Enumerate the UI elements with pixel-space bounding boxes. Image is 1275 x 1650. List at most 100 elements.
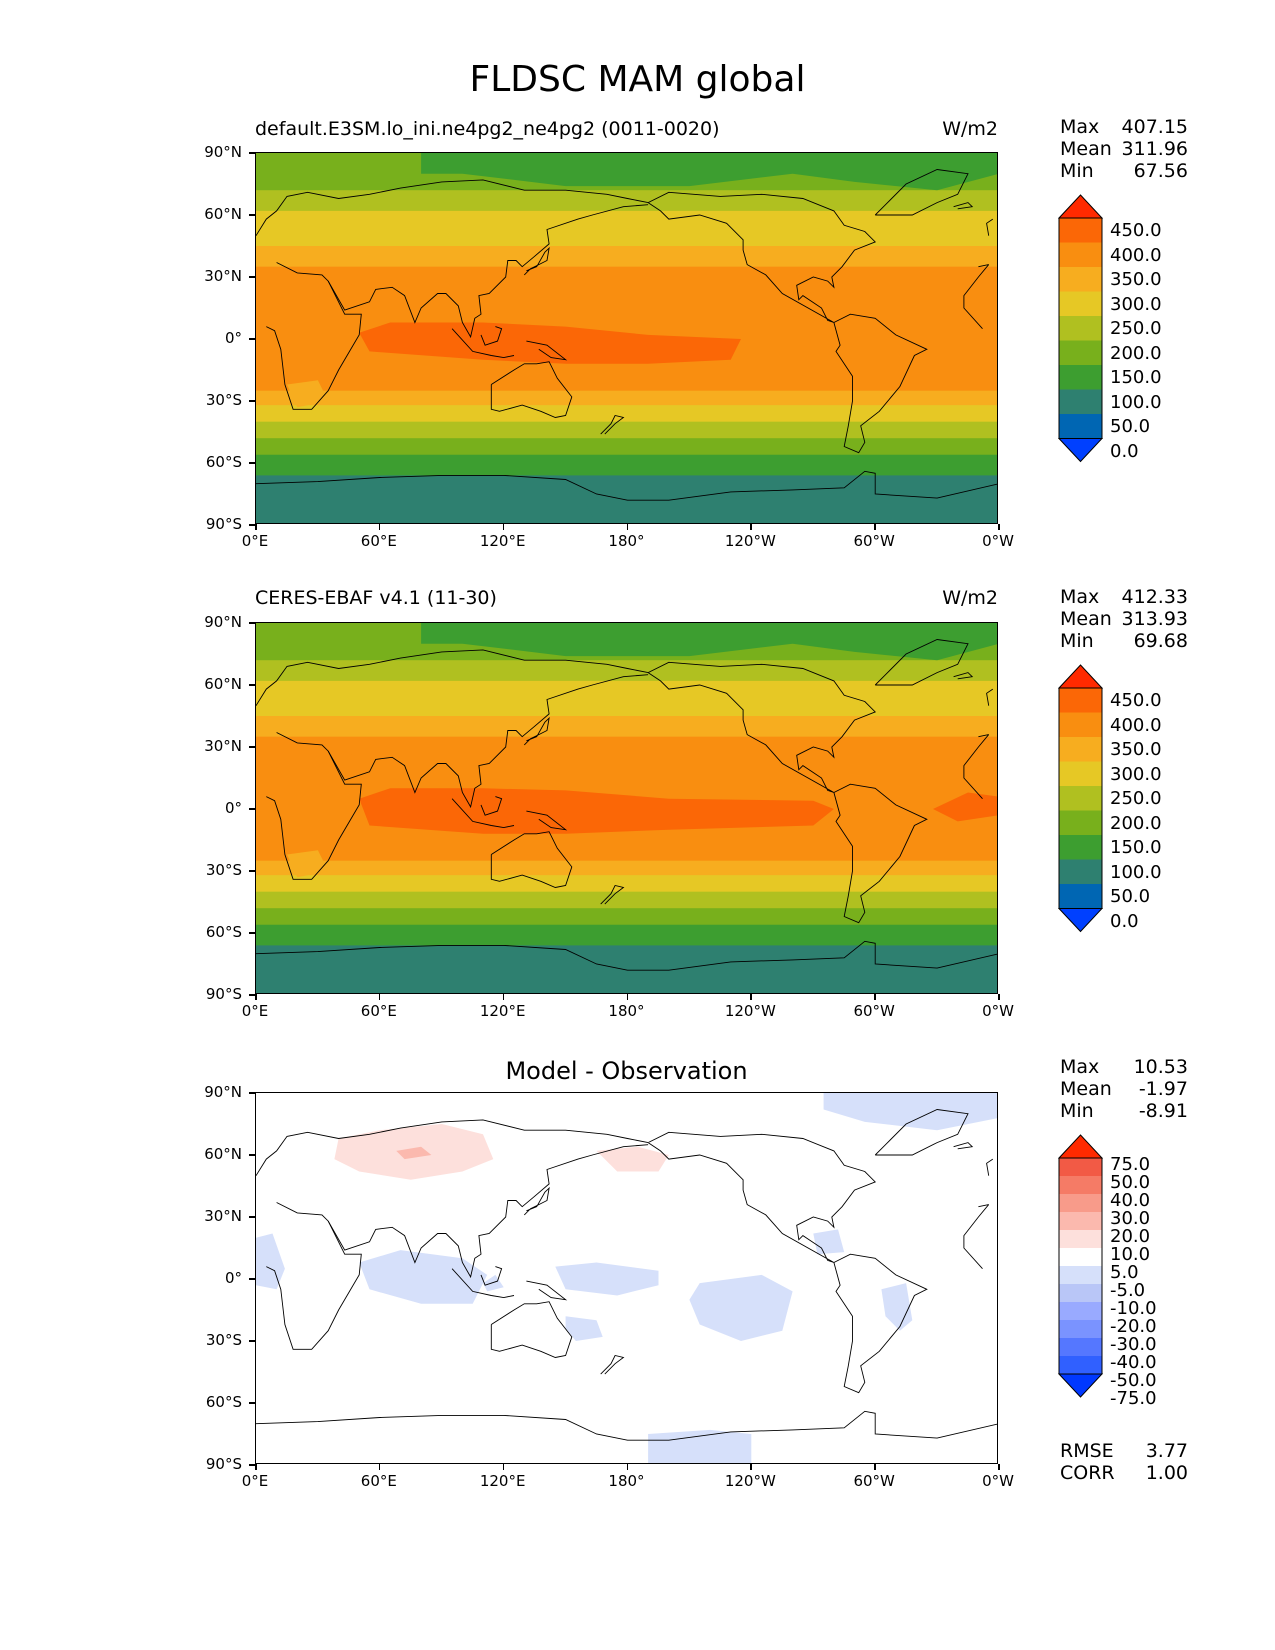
panel1-units: W/m2 bbox=[942, 118, 998, 140]
lon-tick bbox=[626, 1464, 628, 1470]
contour-band bbox=[256, 716, 997, 738]
colorbar-tick-label: 250.0 bbox=[1110, 788, 1162, 810]
coastline-segment bbox=[327, 1144, 649, 1279]
coastline-segment bbox=[978, 734, 989, 738]
stat-max: 412.33 bbox=[1121, 586, 1188, 608]
panel3-stats: Max 10.53 Mean -1.97 Min -8.91 bbox=[1060, 1056, 1188, 1122]
stat-min-label: Min bbox=[1060, 1100, 1094, 1122]
coastline-segment bbox=[266, 262, 362, 410]
colorbar-tick-label: 40.0 bbox=[1110, 1190, 1151, 1212]
lat-tick bbox=[249, 524, 255, 526]
negative-anomaly bbox=[555, 1262, 659, 1296]
negative-anomaly bbox=[823, 1093, 997, 1131]
lon-tick bbox=[502, 994, 505, 1000]
panel1-left-title: default.E3SM.lo_ini.ne4pg2_ne4pg2 (0011-… bbox=[255, 118, 720, 140]
lon-tick-label: 0°W bbox=[982, 1002, 1014, 1020]
field-contours bbox=[256, 153, 997, 523]
contour-band bbox=[256, 246, 997, 268]
coastline-segment bbox=[526, 340, 568, 361]
lat-tick-label: 60°S bbox=[205, 923, 242, 941]
lat-tick bbox=[249, 1154, 255, 1156]
lon-tick-label: 180° bbox=[608, 532, 645, 550]
panel1-map bbox=[255, 152, 998, 524]
contour-band bbox=[287, 380, 329, 408]
lat-tick bbox=[249, 746, 255, 748]
lon-tick bbox=[502, 1464, 505, 1470]
colorbar-outline bbox=[1058, 687, 1103, 909]
contour-band bbox=[287, 850, 329, 878]
colorbar-segment bbox=[1059, 1284, 1102, 1303]
coastline-segment bbox=[480, 796, 503, 816]
colorbar-tick-label: 50.0 bbox=[1110, 1172, 1151, 1194]
colorbar-tick-label: -5.0 bbox=[1110, 1280, 1146, 1302]
stat-max-label: Max bbox=[1060, 586, 1100, 608]
colorbar-segment bbox=[1059, 1176, 1102, 1195]
coastline-segment bbox=[266, 732, 362, 880]
colorbar-tick-label: 0.0 bbox=[1110, 910, 1139, 932]
lat-tick bbox=[249, 1402, 255, 1404]
colorbar-segment bbox=[1059, 218, 1102, 243]
colorbar-tick-label: 400.0 bbox=[1110, 244, 1162, 266]
lat-tick-label: 90°S bbox=[205, 1455, 242, 1473]
lon-tick-label: 180° bbox=[608, 1472, 645, 1490]
lon-tick-label: 120°W bbox=[724, 1472, 776, 1490]
lat-tick-label: 90°S bbox=[205, 515, 242, 533]
coastline-segment bbox=[256, 649, 649, 706]
lat-tick-label: 0° bbox=[224, 799, 242, 817]
colorbar-tick-label: 0.0 bbox=[1110, 440, 1139, 462]
lat-tick bbox=[249, 994, 255, 996]
negative-anomaly bbox=[565, 1316, 603, 1341]
stat-max-label: Max bbox=[1060, 1056, 1100, 1078]
lon-tick bbox=[255, 994, 257, 1000]
difference-contours bbox=[256, 1093, 997, 1463]
contour-band bbox=[256, 190, 997, 212]
colorbar-segment bbox=[1059, 1230, 1102, 1249]
negative-anomaly bbox=[256, 1233, 285, 1290]
coastline-segment bbox=[647, 191, 877, 323]
positive-anomaly bbox=[596, 1146, 669, 1172]
coastline-segment bbox=[600, 884, 625, 905]
lat-tick bbox=[249, 152, 255, 154]
coastline-segment bbox=[256, 940, 997, 971]
colorbar-extend-min bbox=[1057, 908, 1104, 933]
coastline-segment bbox=[523, 246, 550, 276]
coastline-segment bbox=[953, 202, 974, 210]
colorbar-tick-label: 400.0 bbox=[1110, 714, 1162, 736]
figure-title: FLDSC MAM global bbox=[469, 59, 806, 100]
panel2-colorbar bbox=[1057, 664, 1104, 933]
colorbar-tick-label: 10.0 bbox=[1110, 1244, 1151, 1266]
lat-tick bbox=[249, 214, 255, 216]
coastline-segment bbox=[490, 361, 573, 418]
negative-anomaly bbox=[648, 1429, 752, 1463]
contour-band bbox=[256, 266, 997, 299]
colorbar-segment bbox=[1059, 859, 1102, 885]
coastline-segment bbox=[523, 1186, 550, 1216]
contour-band bbox=[256, 736, 997, 769]
lon-tick-label: 0°W bbox=[982, 532, 1014, 550]
coastline-segment bbox=[986, 1158, 994, 1176]
coastline-segment bbox=[480, 326, 503, 346]
colorbar-segment bbox=[1059, 365, 1102, 390]
coastline-segment bbox=[986, 688, 994, 706]
colorbar-tick-label: 200.0 bbox=[1110, 342, 1162, 364]
lon-tick bbox=[378, 1464, 381, 1470]
lon-tick-label: 120°W bbox=[724, 532, 776, 550]
lat-tick bbox=[249, 1278, 255, 1280]
lat-tick bbox=[249, 276, 255, 278]
coastlines bbox=[256, 1109, 997, 1441]
coastline-segment bbox=[451, 798, 515, 829]
coastline-segment bbox=[647, 1131, 877, 1263]
contour-band bbox=[256, 875, 997, 893]
contour-band bbox=[256, 438, 997, 456]
coastline-segment bbox=[256, 179, 649, 236]
colorbar-tick-label: 100.0 bbox=[1110, 861, 1162, 883]
lon-tick bbox=[750, 994, 752, 1000]
contour-band bbox=[256, 660, 997, 682]
lon-tick bbox=[378, 524, 381, 530]
coastline-segment bbox=[451, 328, 515, 359]
lat-tick-label: 90°S bbox=[205, 985, 242, 1003]
lon-tick bbox=[998, 994, 1000, 1000]
coastline-segment bbox=[953, 672, 974, 680]
coastline-segment bbox=[874, 1109, 969, 1156]
colorbar-segment bbox=[1059, 884, 1102, 909]
